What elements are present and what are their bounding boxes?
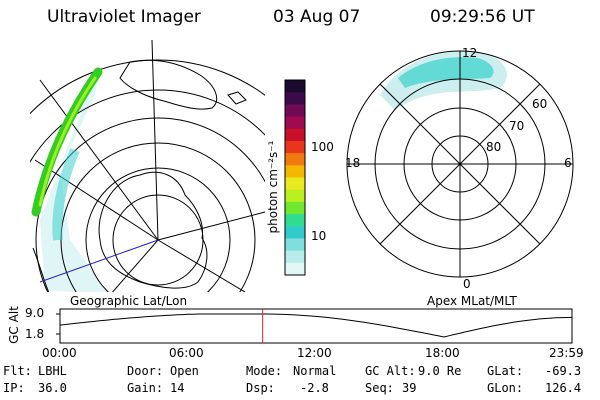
meridian [39, 79, 159, 241]
altitude-ytick-bottom: 1.8 [25, 327, 45, 341]
colorbar-tick-100: 100 [311, 140, 334, 154]
antarctica-coastline [98, 171, 208, 289]
altitude-xtick: 18:00 [425, 346, 460, 360]
mlt-label-dusk: 18 [345, 156, 361, 170]
gain-value: 14 [170, 381, 185, 395]
glon-label: GLon: [487, 381, 524, 395]
color-bar-segment [285, 238, 305, 252]
meridian [157, 211, 265, 241]
mode-label: Mode: [246, 364, 283, 378]
meridian [157, 239, 246, 292]
altitude-xtick: 23:59 [549, 346, 584, 360]
color-bar-segment [285, 128, 305, 142]
color-bar-segment [285, 80, 305, 93]
auroral-arc [31, 67, 103, 217]
gc-alt-value: 9.0 Re [418, 364, 462, 378]
lat-circle [30, 89, 265, 163]
color-bar-segment [285, 177, 305, 191]
sun-direction-line [39, 239, 159, 283]
color-bar-segment [285, 262, 305, 276]
lat-circle [30, 59, 265, 115]
color-bar-segment [285, 189, 305, 203]
colorbar-unit-label: photon cm⁻²s⁻¹ [266, 140, 280, 234]
glon-value: 126.4 [545, 381, 582, 395]
altitude-plot [56, 308, 573, 344]
lat-circle [85, 167, 231, 292]
mlt-diagonal [379, 83, 541, 245]
ip-value: 36.0 [38, 381, 67, 395]
australia-coastline [119, 59, 218, 110]
mlt-label-noon: 12 [462, 46, 478, 60]
color-bar-segment [285, 201, 305, 215]
auroral-arc-core [38, 76, 97, 207]
altitude-xtick: 00:00 [42, 346, 77, 360]
color-bar-segment [285, 104, 305, 118]
color-bar-segment [285, 92, 305, 105]
lat-circle [60, 142, 256, 292]
altitude-ytick-top: 9.0 [25, 306, 45, 320]
altitude-ylabel: GC Alt [7, 306, 21, 344]
colorbar-tick-10: 10 [311, 229, 327, 243]
color-bar-frame [284, 79, 306, 276]
door-value: Open [170, 364, 199, 378]
color-bar-segment [285, 250, 305, 264]
mlat-label-70: 70 [509, 119, 525, 133]
dsp-value: -2.8 [300, 381, 329, 395]
altitude-xtick: 12:00 [297, 346, 332, 360]
geographic-caption: Geographic Lat/Lon [70, 294, 188, 308]
glat-label: GLat: [487, 364, 524, 378]
seq-value: 39 [402, 381, 417, 395]
altitude-xtick: 06:00 [169, 346, 204, 360]
auroral-diffuse [52, 148, 80, 241]
mlat-label-80: 80 [486, 140, 502, 154]
color-bar [285, 80, 305, 276]
geographic-map [30, 40, 265, 292]
color-bar-segment [285, 165, 305, 178]
instrument-title: Ultraviolet Imager [47, 7, 201, 27]
gc-alt-label: GC Alt: [365, 364, 416, 378]
gain-label: Gain: [127, 381, 164, 395]
meridian [151, 40, 159, 241]
mlt-label-midnight: 0 [463, 277, 471, 291]
lat-circle [35, 117, 265, 292]
mode-value: Normal [293, 364, 337, 378]
altitude-plot-frame [59, 308, 573, 344]
mlt-label-dawn: 6 [564, 156, 572, 170]
door-label: Door: [127, 364, 164, 378]
date-label: 03 Aug 07 [273, 7, 361, 27]
color-bar-segment [285, 153, 305, 166]
meridian [34, 159, 159, 241]
south-america-coastline [32, 247, 50, 292]
dsp-label: Dsp: [246, 381, 275, 395]
color-bar-segment [285, 140, 305, 154]
magnetic-caption: Apex MLat/MLT [427, 294, 517, 308]
seq-label: Seq: [365, 381, 394, 395]
magnetic-polar-plot [346, 50, 574, 278]
altitude-curve [59, 313, 573, 338]
color-bar-segment [285, 226, 305, 239]
ip-label: IP: [3, 381, 25, 395]
island-coastline [227, 91, 247, 105]
color-bar-segment [285, 116, 305, 130]
auroral-oval-core [398, 57, 494, 88]
glat-value: -69.3 [545, 364, 582, 378]
filter-label: Flt: [3, 364, 32, 378]
mlat-label-60: 60 [532, 97, 548, 111]
image-footprint [40, 62, 108, 292]
filter-value: LBHL [38, 364, 67, 378]
color-bar-segment [285, 214, 305, 227]
meridian [111, 239, 159, 292]
time-label: 09:29:56 UT [430, 7, 535, 27]
